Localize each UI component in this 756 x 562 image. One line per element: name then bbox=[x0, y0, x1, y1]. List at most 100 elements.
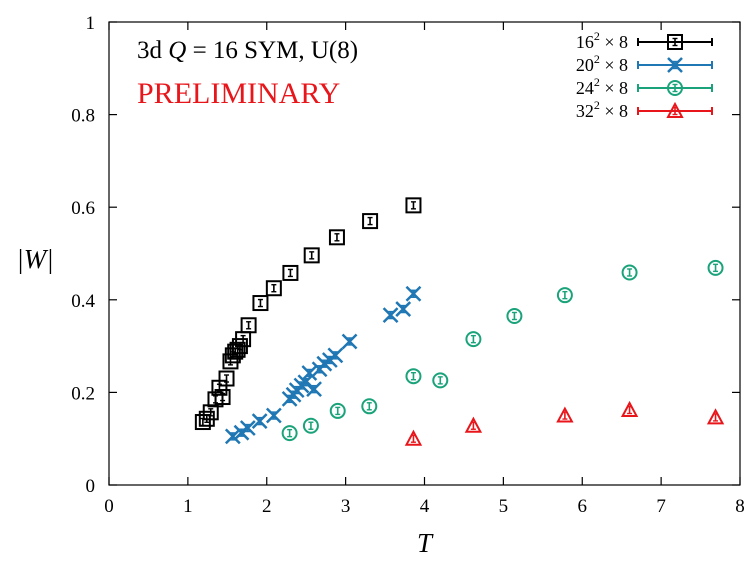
legend-rest: × 8 bbox=[600, 55, 628, 75]
annotations: 3d Q = 16 SYM, U(8) PRELIMINARY bbox=[137, 37, 358, 110]
data-point bbox=[405, 368, 422, 385]
marker-circle bbox=[556, 287, 573, 304]
marker-circle bbox=[667, 80, 683, 96]
chart-title-prefix: 3d bbox=[137, 37, 168, 64]
y-tick-label: 0 bbox=[86, 476, 96, 497]
legend-entry: 242 × 8 bbox=[576, 75, 713, 98]
marker-square bbox=[405, 197, 422, 214]
marker-triangle bbox=[706, 408, 725, 425]
marker-triangle bbox=[464, 416, 483, 433]
y-tick-label: 0.6 bbox=[71, 198, 95, 219]
data-point bbox=[405, 197, 422, 214]
series-2 bbox=[281, 259, 724, 442]
marker-circle bbox=[621, 264, 638, 281]
legend-exponent: 2 bbox=[594, 29, 600, 43]
data-point bbox=[302, 417, 319, 434]
x-tick-label: 3 bbox=[341, 496, 351, 517]
marker-circle bbox=[432, 372, 449, 389]
legend-base: 32 bbox=[576, 101, 594, 121]
data-point bbox=[620, 400, 639, 417]
data-point bbox=[404, 429, 423, 446]
marker-square bbox=[252, 295, 269, 312]
chart-title: 3d Q = 16 SYM, U(8) bbox=[137, 37, 358, 64]
marker-triangle bbox=[620, 400, 639, 417]
marker-circle bbox=[506, 308, 523, 325]
marker-circle bbox=[405, 368, 422, 385]
y-tick-label: 1 bbox=[86, 13, 96, 34]
data-point bbox=[239, 420, 256, 436]
data-point bbox=[303, 247, 320, 264]
legend-exponent: 2 bbox=[594, 98, 600, 112]
marker-square bbox=[265, 280, 282, 297]
legend-base: 24 bbox=[576, 78, 594, 98]
series-0 bbox=[194, 197, 422, 431]
data-point bbox=[240, 317, 257, 334]
data-point bbox=[214, 389, 231, 406]
marker-square bbox=[240, 317, 257, 334]
data-point bbox=[506, 308, 523, 325]
legend-exponent: 2 bbox=[594, 52, 600, 66]
marker-square bbox=[328, 229, 345, 246]
legend-rest: × 8 bbox=[600, 101, 628, 121]
data-point bbox=[556, 287, 573, 304]
legend-rest: × 8 bbox=[600, 78, 628, 98]
x-axis-title: T bbox=[417, 528, 434, 558]
axes: 0 1 2 3 4 5 6 7 8 0 0.2 0.4 0.6 0.8 1 T |W| bbox=[16, 13, 744, 558]
marker-circle bbox=[281, 425, 298, 442]
data-point bbox=[224, 428, 241, 445]
data-point bbox=[464, 416, 483, 433]
data-point bbox=[405, 285, 422, 302]
marker-square bbox=[214, 389, 231, 406]
legend-entry: 322 × 8 bbox=[576, 98, 713, 121]
data-point bbox=[556, 406, 574, 423]
y-tick-label: 0.4 bbox=[71, 291, 95, 312]
series-1 bbox=[224, 285, 422, 445]
legend-base: 16 bbox=[576, 32, 594, 52]
y-tick-label: 0.8 bbox=[71, 106, 95, 127]
data-point bbox=[362, 213, 379, 230]
chart-title-suffix: = 16 SYM, U(8) bbox=[186, 37, 358, 64]
legend-label: 242 × 8 bbox=[576, 75, 628, 98]
data-point bbox=[621, 264, 638, 281]
data-point bbox=[382, 307, 399, 323]
marker-circle bbox=[329, 402, 346, 419]
marker-circle bbox=[707, 259, 724, 276]
x-tick-label: 2 bbox=[262, 496, 272, 517]
preliminary-label: PRELIMINARY bbox=[137, 77, 340, 110]
legend-label: 162 × 8 bbox=[576, 29, 628, 52]
data-point bbox=[301, 365, 318, 381]
data-point bbox=[251, 413, 268, 429]
series-3 bbox=[404, 400, 725, 446]
data-point bbox=[395, 301, 412, 317]
legend-marker bbox=[667, 80, 683, 96]
data-point bbox=[361, 398, 378, 415]
legend-exponent: 2 bbox=[594, 75, 600, 89]
data-point bbox=[281, 425, 298, 442]
marker-square bbox=[362, 213, 379, 230]
legend-marker bbox=[667, 57, 683, 73]
legend-base: 20 bbox=[576, 55, 594, 75]
marker-square bbox=[218, 370, 235, 387]
x-tick-label: 5 bbox=[499, 496, 509, 517]
x-tick-label: 0 bbox=[104, 496, 114, 517]
x-tick-label: 8 bbox=[735, 496, 745, 517]
data-point bbox=[265, 407, 282, 424]
legend-marker bbox=[667, 34, 683, 50]
marker-square bbox=[202, 404, 219, 421]
data-point bbox=[328, 229, 345, 246]
data-point bbox=[706, 408, 725, 425]
y-axis-title: |W| bbox=[16, 244, 53, 274]
x-tick-label: 4 bbox=[420, 496, 430, 517]
data-point bbox=[282, 264, 299, 281]
data-point bbox=[341, 333, 358, 350]
legend-label: 202 × 8 bbox=[576, 52, 628, 75]
data-point bbox=[329, 402, 346, 419]
legend-marker bbox=[666, 101, 684, 118]
data-point bbox=[202, 404, 219, 421]
y-tick-label: 0.2 bbox=[71, 383, 95, 404]
data-point bbox=[327, 347, 344, 364]
plot-area bbox=[194, 197, 725, 446]
marker-triangle bbox=[556, 406, 574, 423]
marker-triangle bbox=[404, 429, 423, 446]
